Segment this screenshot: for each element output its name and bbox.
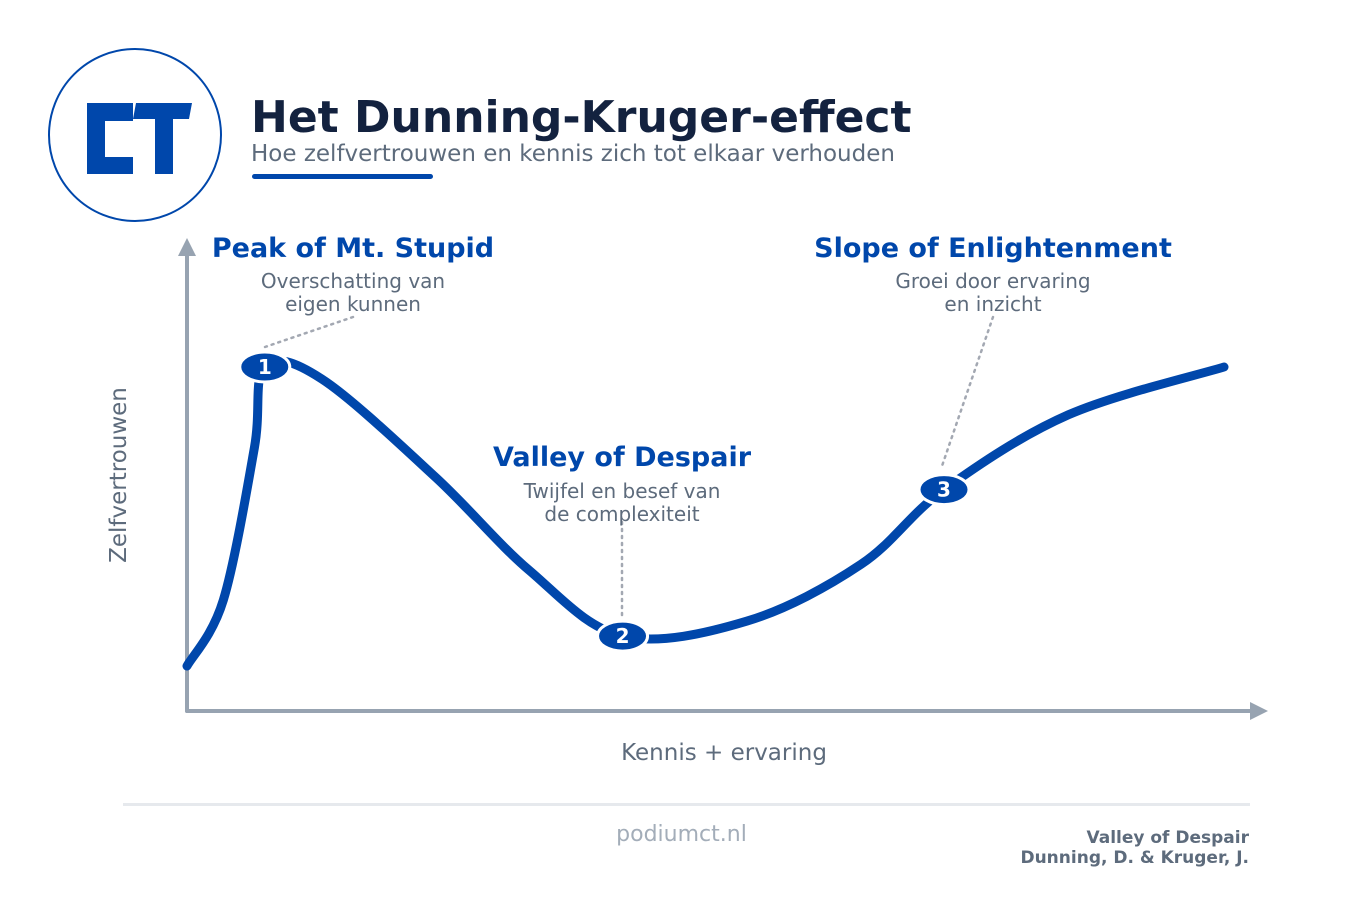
label-description-peak-of-mt-stupid-1: Overschatting van [261,269,445,293]
website-link[interactable]: podiumct.nl [616,822,747,847]
marker-number-2: 2 [616,624,630,648]
y-axis-label: Zelfvertrouwen [106,387,132,563]
label-title-peak-of-mt-stupid: Peak of Mt. Stupid [212,233,494,264]
chart-axes: Zelfvertrouwen Kennis + ervaring [106,238,1268,766]
marker-number-3: 3 [937,478,951,502]
marker-3 [917,473,971,507]
credit-line-1: Valley of Despair [1086,828,1250,848]
leader-line-1 [263,315,355,349]
credit-line-2: Dunning, D. & Kruger, J. [1020,848,1249,868]
page-title: Het Dunning-Kruger-effect [251,92,912,143]
leader-line-3 [940,315,995,468]
label-description-valley-of-despair-2: de complexiteit [544,502,699,526]
marker-1 [238,350,292,384]
annotation-labels: Peak of Mt. Stupid Overschatting vaneigen… [212,233,1172,526]
label-description-valley-of-despair-1: Twijfel en besef van [523,479,721,503]
label-description-slope-of-enlightenment-2: en inzicht [944,292,1041,316]
confidence-curve [182,356,1229,671]
title-underline [252,174,433,179]
ct-logo [48,48,222,222]
label-title-slope-of-enlightenment: Slope of Enlightenment [814,233,1172,264]
x-axis-arrow [1250,702,1268,720]
label-description-slope-of-enlightenment-1: Groei door ervaring [895,269,1090,293]
source-credit: Valley of Despair Dunning, D. & Kruger, … [1020,828,1249,868]
label-title-valley-of-despair: Valley of Despair [493,442,752,473]
label-description-peak-of-mt-stupid-2: eigen kunnen [285,292,421,316]
footer-divider [123,803,1250,806]
annotation-leaders [263,315,995,620]
x-axis-label: Kennis + ervaring [621,740,827,766]
page-subtitle: Hoe zelfvertrouwen en kennis zich tot el… [251,141,895,167]
marker-number-1: 1 [258,355,272,379]
y-axis-arrow [178,238,196,256]
marker-2 [596,619,650,653]
point-markers: 1 2 3 [238,350,971,653]
